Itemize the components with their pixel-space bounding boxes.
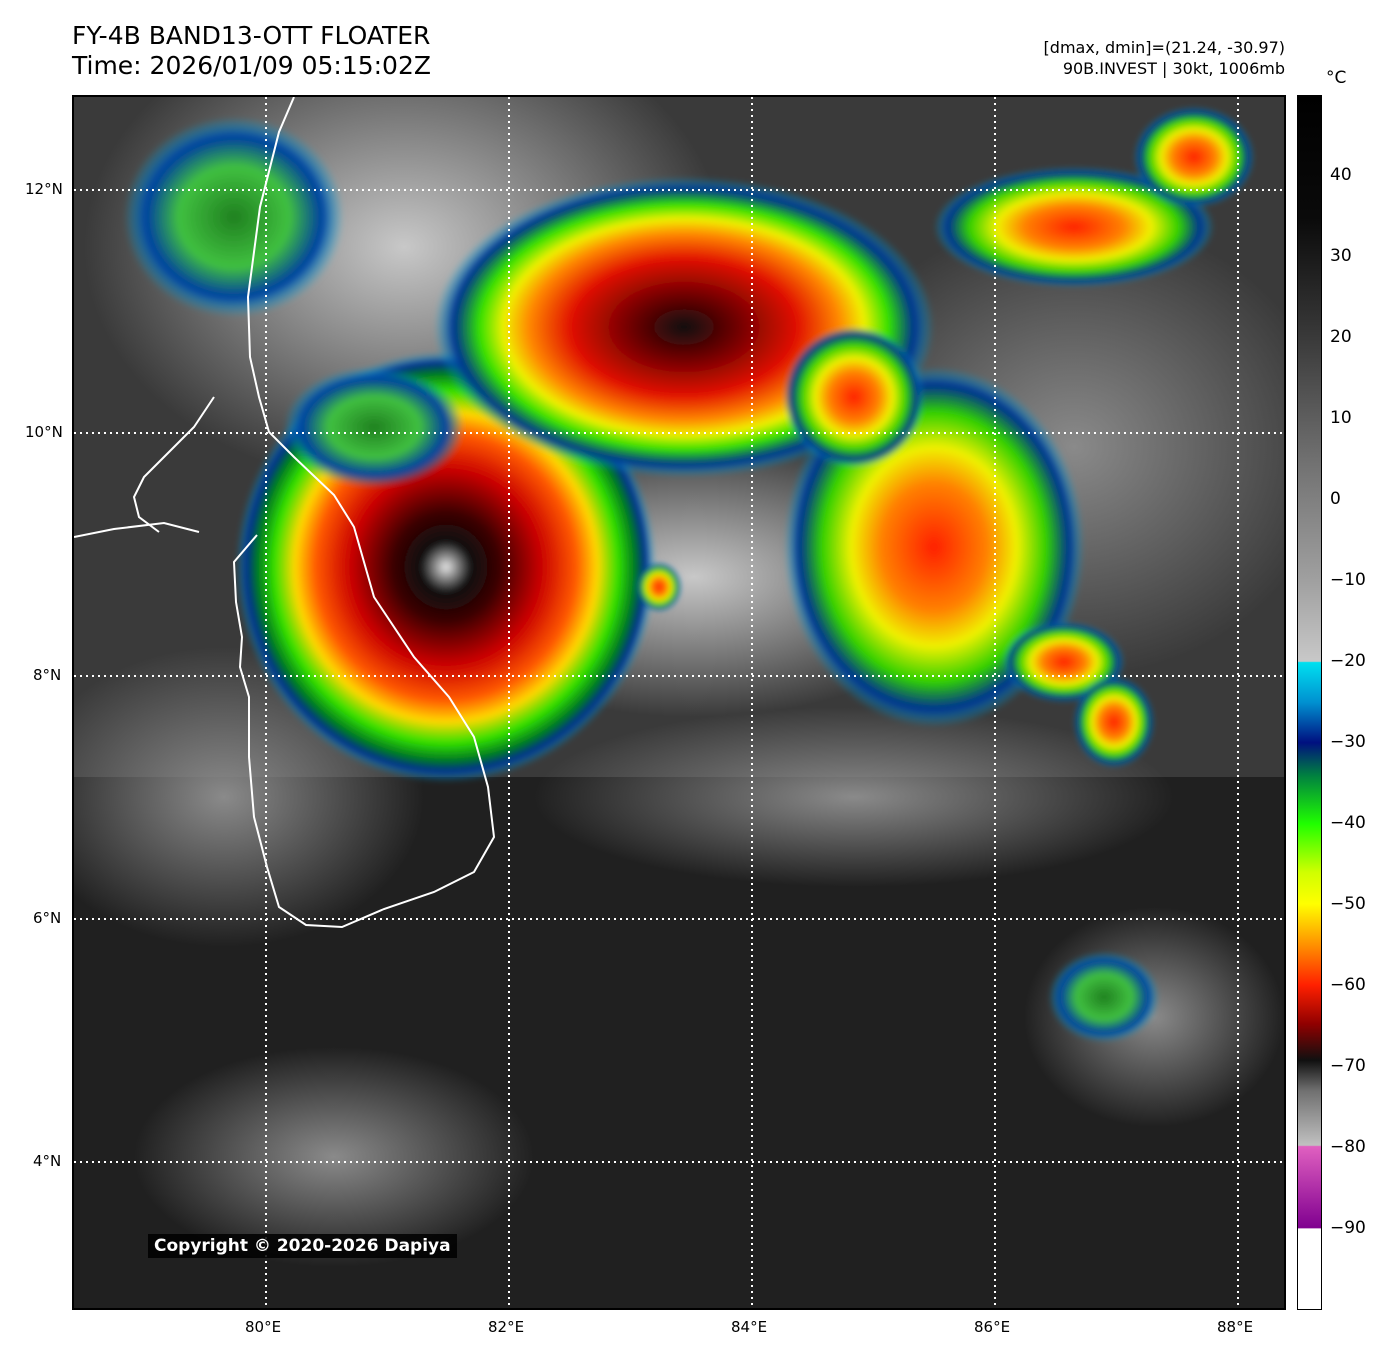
lat-label-12: 12°N xyxy=(25,180,63,198)
colorbar-tick-label: 20 xyxy=(1330,327,1352,347)
colorbar-tick-label: 30 xyxy=(1330,246,1352,266)
lat-label-6: 6°N xyxy=(33,909,62,927)
lon-label-88: 88°E xyxy=(1217,1318,1254,1336)
chart-title: FY-4B BAND13-OTT FLOATER xyxy=(72,21,431,50)
lat-label-10: 10°N xyxy=(25,423,63,441)
colorbar-tick-label: −60 xyxy=(1330,975,1366,995)
colorbar-tick-label: 10 xyxy=(1330,408,1352,428)
colorbar-tick-label: 0 xyxy=(1330,489,1341,509)
colorbar-tick-label: −50 xyxy=(1330,894,1366,914)
satellite-map: Copyright © 2020-2026 Dapiya xyxy=(72,95,1286,1310)
colorbar-tick-label: −20 xyxy=(1330,651,1366,671)
lon-label-82: 82°E xyxy=(488,1318,525,1336)
coastline-sri-lanka xyxy=(232,97,496,929)
chart-timestamp: Time: 2026/01/09 05:15:02Z xyxy=(72,51,431,80)
colorbar-tick-label: −30 xyxy=(1330,732,1366,752)
copyright-label: Copyright © 2020-2026 Dapiya xyxy=(148,1234,457,1258)
satellite-imagery xyxy=(74,97,1284,1308)
lon-label-86: 86°E xyxy=(974,1318,1011,1336)
lat-label-4: 4°N xyxy=(33,1152,62,1170)
lat-label-8: 8°N xyxy=(33,666,62,684)
data-range-label: [dmax, dmin]=(21.24, -30.97) xyxy=(1043,38,1285,57)
colorbar xyxy=(1297,95,1322,1310)
storm-info-label: 90B.INVEST | 30kt, 1006mb xyxy=(1062,59,1285,78)
lon-label-80: 80°E xyxy=(245,1318,282,1336)
colorbar-unit: °C xyxy=(1326,68,1347,88)
colorbar-tick-label: −90 xyxy=(1330,1218,1366,1238)
graticule xyxy=(74,97,1284,1308)
colorbar-tick-label: 40 xyxy=(1330,165,1352,185)
lon-label-84: 84°E xyxy=(731,1318,768,1336)
colorbar-tick-label: −40 xyxy=(1330,813,1366,833)
colorbar-tick-label: −70 xyxy=(1330,1056,1366,1076)
colorbar-tick-label: −10 xyxy=(1330,570,1366,590)
colorbar-tick-label: −80 xyxy=(1330,1137,1366,1157)
